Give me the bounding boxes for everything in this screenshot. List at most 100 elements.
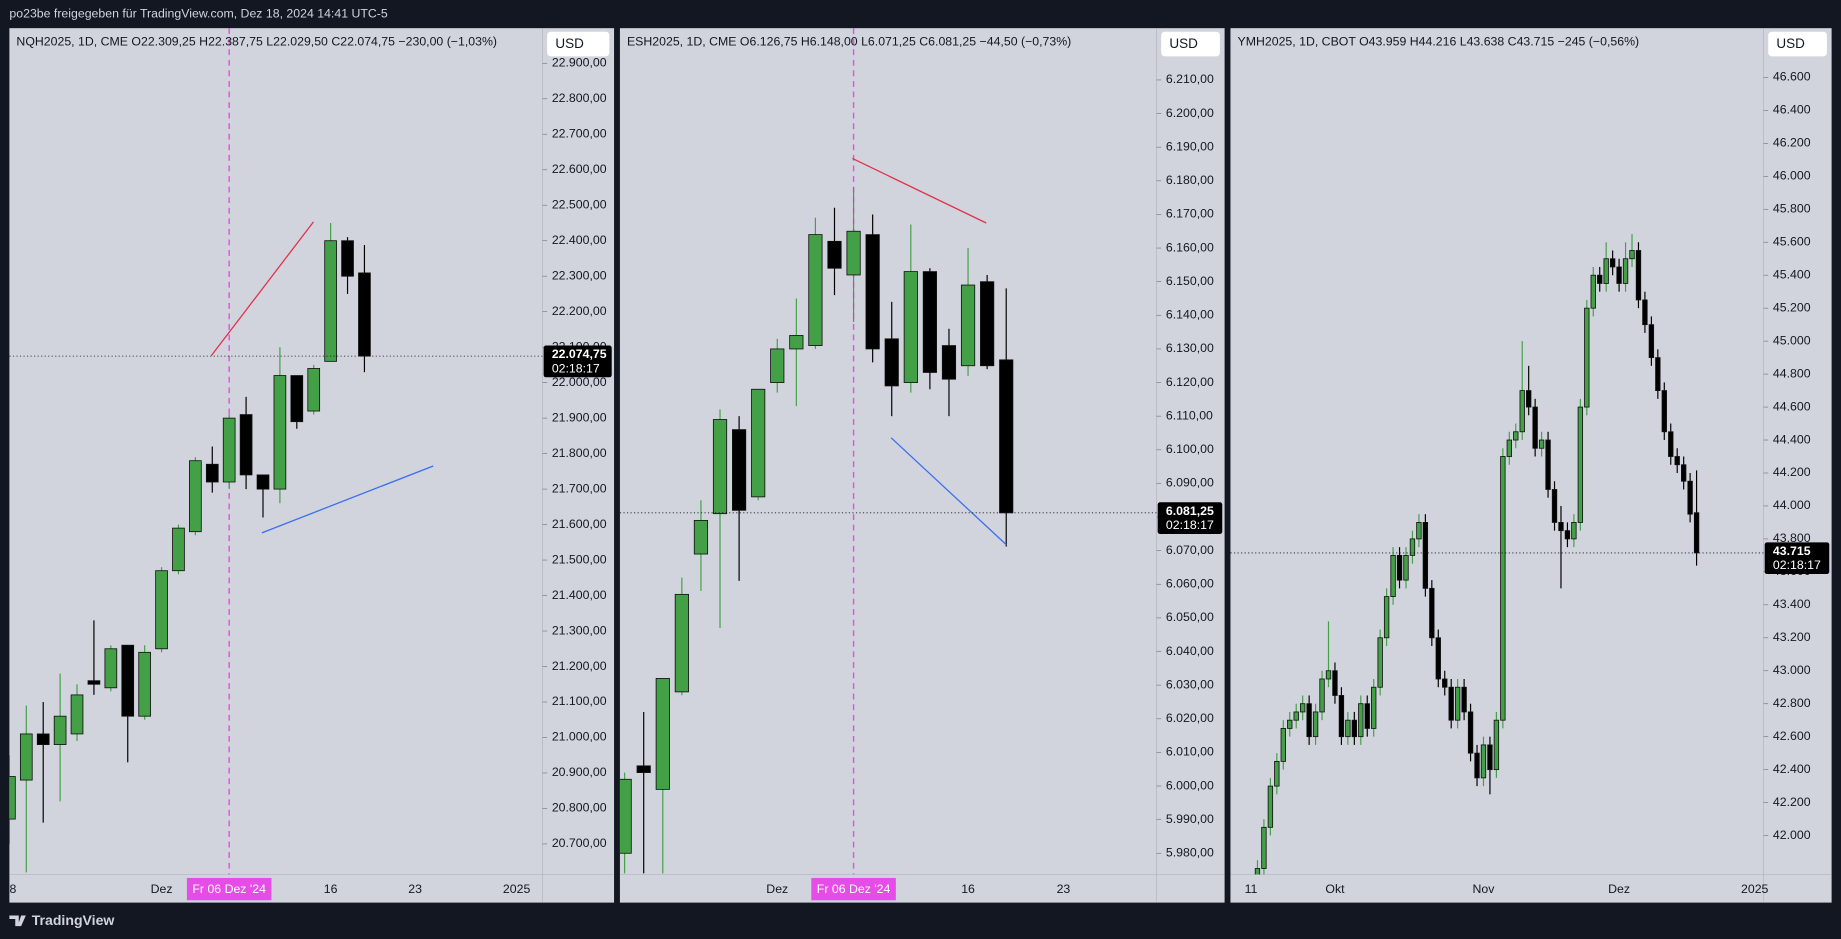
last-price-box (543, 345, 612, 378)
panel-background (1230, 28, 1832, 903)
candle-body (1312, 711, 1319, 738)
y-tick-label: 45.600 (1773, 235, 1811, 249)
candle-body (1493, 719, 1500, 771)
candle-body (290, 375, 304, 423)
candle-body (1403, 554, 1409, 581)
candle-body (1622, 258, 1629, 284)
x-tick-label: Nov (1473, 882, 1496, 896)
candle-body (789, 335, 804, 350)
candle-body (9, 776, 16, 820)
last-price-label: 22.074,75 (552, 347, 607, 361)
y-tick-label: 43.400 (1773, 597, 1811, 611)
chart-title: YMH2025, 1D, CBOT O43.959 H44.216 L43.63… (1238, 35, 1640, 49)
candle-body (1390, 554, 1396, 597)
y-tick-label: 21.200,00 (552, 659, 607, 673)
y-tick-label: 21.100,00 (552, 694, 607, 708)
candle-body (1267, 785, 1274, 828)
candle-body (1526, 390, 1532, 408)
candle-body (189, 460, 202, 533)
y-tick-label: 22.900,00 (552, 56, 607, 70)
candle-body (808, 234, 823, 346)
y-tick-label: 43.800 (1773, 531, 1811, 545)
candle-body (222, 417, 236, 483)
candle-body (138, 651, 151, 717)
candle-body (1487, 744, 1493, 771)
crosshair-label-box (811, 877, 896, 901)
y-tick-label: 22.700,00 (552, 127, 607, 141)
candle-body (1377, 637, 1383, 688)
candle-body (1448, 686, 1454, 721)
y-tick-label: 45.800 (1773, 202, 1811, 216)
candle-body (1474, 752, 1480, 779)
candle-body (341, 240, 354, 277)
trend-line (890, 437, 1007, 546)
y-tick-label: 22.200,00 (552, 304, 607, 318)
y-tick-label: 6.060,00 (1166, 577, 1214, 591)
y-tick-label: 22.000,00 (552, 375, 607, 389)
y-tick-label: 42.000 (1773, 828, 1811, 842)
candle-body (358, 272, 371, 357)
candle-body (655, 678, 670, 790)
y-tick-label: 6.000,00 (1166, 778, 1214, 792)
candle-body (53, 715, 67, 745)
y-tick-label: 6.130,00 (1166, 341, 1214, 355)
y-tick-label: 22.300,00 (552, 268, 607, 282)
x-tick-label: Fr 06 Dez '24 (817, 882, 891, 896)
candle-body (1300, 703, 1306, 713)
y-tick-label: 43.200 (1773, 630, 1811, 644)
y-tick-label: 42.200 (1773, 795, 1811, 809)
trend-line (261, 465, 434, 534)
y-tick-label: 6.090,00 (1166, 476, 1214, 490)
y-tick-label: 6.020,00 (1166, 711, 1214, 725)
candle-body (1545, 439, 1551, 490)
currency-button[interactable] (1161, 31, 1220, 57)
y-tick-label: 22.800,00 (552, 91, 607, 105)
candle-body (1274, 760, 1280, 787)
candle-body (273, 375, 287, 490)
y-tick-label: 46.400 (1773, 103, 1811, 117)
candle-body (1338, 695, 1345, 738)
candle-body (1351, 719, 1358, 738)
y-tick-label: 6.110,00 (1166, 408, 1213, 422)
candle-body (1396, 554, 1403, 581)
candle-body (36, 733, 50, 745)
plot-area (619, 28, 1157, 875)
candle-body (1383, 596, 1390, 639)
y-tick-label: 21.300,00 (552, 623, 607, 637)
currency-label: USD (1169, 36, 1198, 51)
x-tick-label: 16 (324, 882, 338, 896)
candle-body (1603, 258, 1609, 284)
countdown-label: 02:18:17 (1166, 518, 1214, 532)
candle-body (1261, 826, 1267, 869)
y-tick-label: 22.400,00 (552, 233, 607, 247)
plot-area (1230, 234, 1764, 875)
candle-body (884, 338, 899, 387)
candle-body (1416, 522, 1422, 540)
candle-body (1358, 703, 1364, 738)
y-tick-label: 6.100,00 (1166, 442, 1214, 456)
candle-body (1616, 266, 1622, 284)
x-tick-label: 2025 (1741, 882, 1769, 896)
currency-button[interactable] (547, 31, 610, 57)
y-tick-label: 45.400 (1773, 267, 1811, 281)
currency-button[interactable] (1768, 31, 1827, 57)
last-price-label: 43.715 (1773, 544, 1811, 558)
candle-body (1571, 522, 1577, 540)
logo-icon (9, 915, 26, 927)
y-tick-label: 21.400,00 (552, 588, 607, 602)
x-tick-label: 8 (9, 882, 16, 896)
candle-body (1422, 522, 1429, 589)
x-tick-label: 11 (1245, 882, 1258, 896)
x-tick-label: Dez (1608, 882, 1630, 896)
y-tick-label: 6.170,00 (1166, 207, 1214, 221)
candle-body (1564, 530, 1571, 540)
candle-body (1345, 719, 1351, 738)
last-price-box (1157, 502, 1223, 534)
candle-body (903, 271, 918, 383)
candle-body (1558, 522, 1564, 532)
candle-body (205, 463, 219, 483)
candle-body (865, 234, 880, 350)
candle-body (1597, 274, 1603, 284)
